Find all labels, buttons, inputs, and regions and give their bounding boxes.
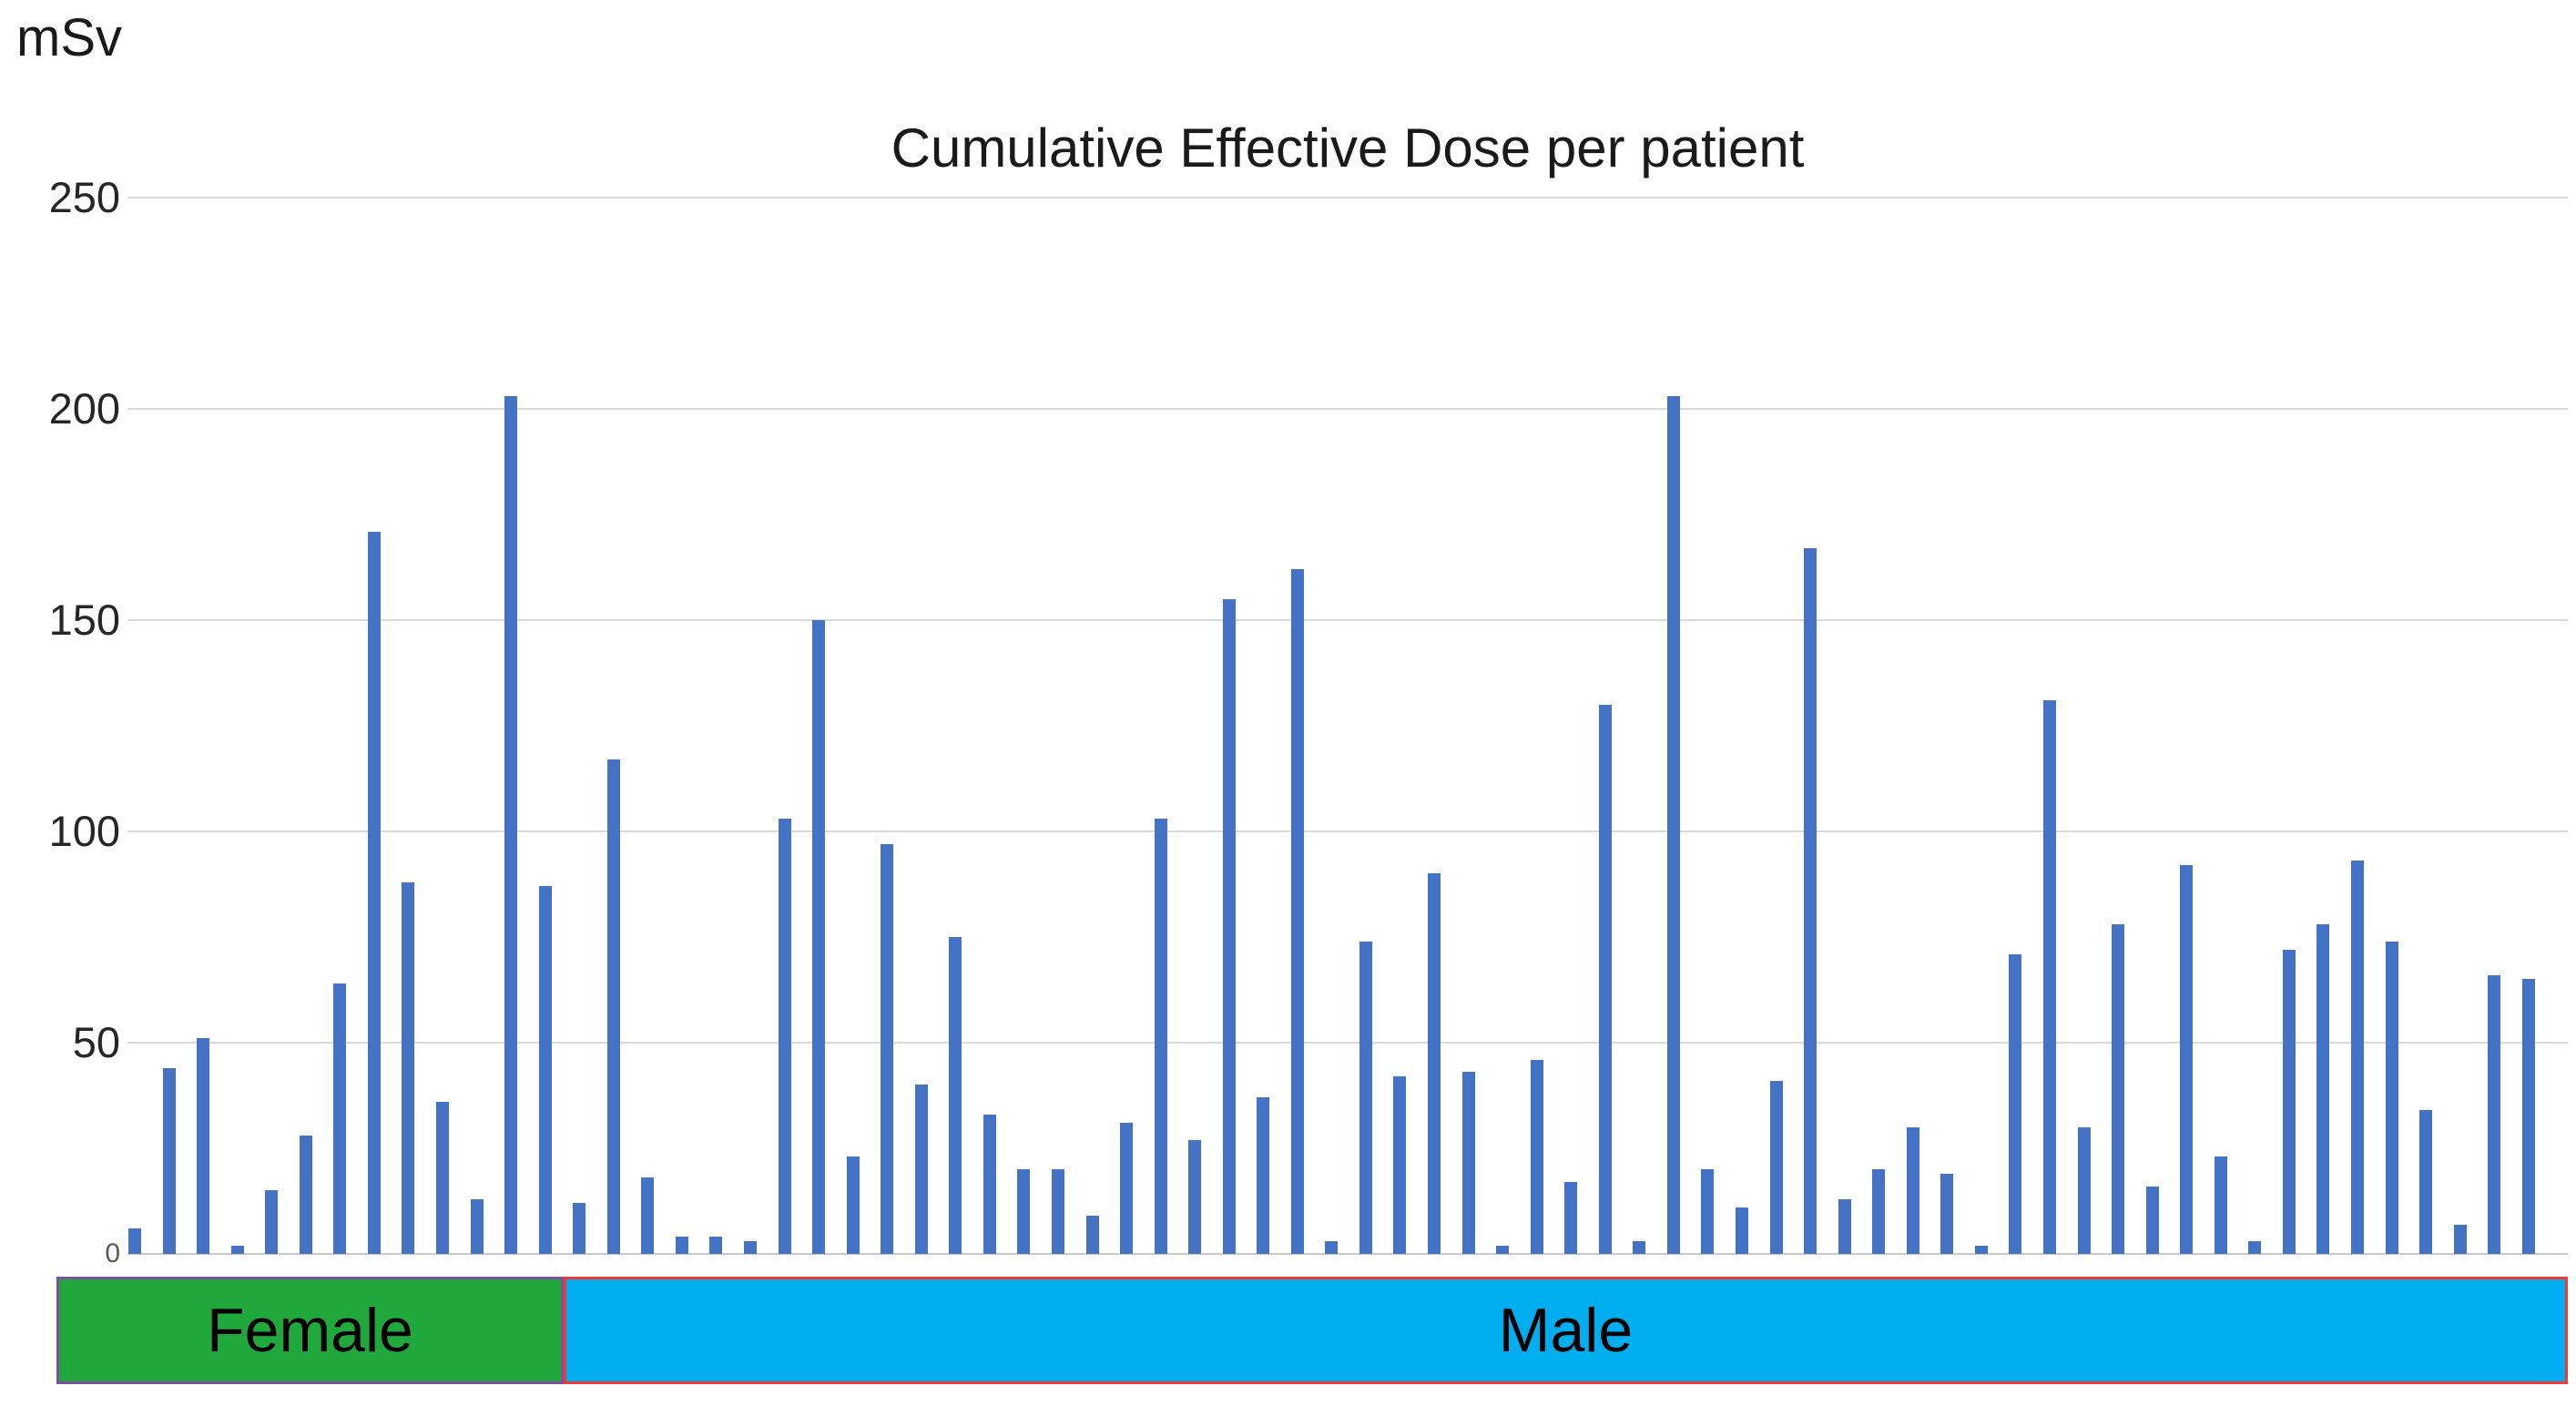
bar-8 <box>367 531 381 1254</box>
bar-10 <box>435 1101 449 1254</box>
bar-52 <box>1872 1169 1886 1254</box>
bar-36 <box>1325 1241 1339 1254</box>
female-band-label: Female <box>207 1296 413 1365</box>
bar-2 <box>162 1067 176 1254</box>
bar-53 <box>1906 1126 1919 1254</box>
y-axis-unit-label: mSv <box>16 8 122 67</box>
bar-64 <box>2282 949 2296 1254</box>
bar-61 <box>2180 865 2194 1254</box>
bar-40 <box>1461 1072 1475 1254</box>
bar-28 <box>1051 1169 1064 1254</box>
bar-17 <box>675 1237 688 1254</box>
y-tick-label-250: 250 <box>48 173 120 221</box>
gridline-250 <box>127 197 2568 199</box>
y-tick-label-50: 50 <box>72 1018 120 1066</box>
gridline-100 <box>127 830 2568 832</box>
gridline-200 <box>127 408 2568 410</box>
bar-34 <box>1257 1097 1270 1254</box>
bar-42 <box>1530 1059 1543 1254</box>
bar-1 <box>128 1228 141 1254</box>
bar-20 <box>778 819 791 1254</box>
bar-5 <box>265 1190 279 1254</box>
bar-24 <box>914 1085 928 1254</box>
bar-18 <box>709 1237 723 1254</box>
bar-11 <box>470 1198 484 1254</box>
bar-60 <box>2145 1186 2159 1254</box>
bar-41 <box>1496 1245 1510 1254</box>
bar-47 <box>1701 1169 1715 1254</box>
bar-55 <box>1974 1245 1988 1254</box>
bar-14 <box>573 1203 586 1254</box>
bar-31 <box>1154 819 1167 1254</box>
bar-26 <box>983 1114 996 1254</box>
gridline-150 <box>127 619 2568 621</box>
bar-46 <box>1666 396 1680 1254</box>
bar-67 <box>2385 941 2398 1254</box>
bar-12 <box>504 396 518 1254</box>
bar-62 <box>2214 1156 2227 1254</box>
bar-22 <box>846 1156 860 1254</box>
bar-43 <box>1564 1182 1578 1254</box>
bar-21 <box>812 620 826 1254</box>
male-category-band: Male <box>564 1277 2568 1384</box>
bar-49 <box>1769 1080 1783 1254</box>
bar-25 <box>949 937 962 1254</box>
gridline-50 <box>127 1042 2568 1044</box>
bar-16 <box>641 1177 655 1254</box>
bar-29 <box>1085 1216 1099 1254</box>
bar-33 <box>1222 598 1236 1254</box>
male-band-label: Male <box>1498 1296 1634 1365</box>
bar-50 <box>1804 548 1817 1254</box>
bar-69 <box>2453 1224 2467 1254</box>
bar-68 <box>2419 1110 2433 1254</box>
bar-23 <box>881 843 894 1254</box>
bar-35 <box>1290 569 1304 1254</box>
bar-71 <box>2521 979 2535 1254</box>
bar-59 <box>2112 924 2125 1254</box>
y-tick-label-0: 0 <box>105 1238 120 1268</box>
bar-51 <box>1838 1198 1851 1254</box>
bar-65 <box>2316 924 2330 1254</box>
bar-37 <box>1359 941 1372 1254</box>
bar-4 <box>230 1245 244 1254</box>
y-tick-label-150: 150 <box>48 596 120 644</box>
bar-56 <box>2009 953 2022 1254</box>
chart-title: Cumulative Effective Dose per patient <box>891 117 1805 178</box>
bar-45 <box>1633 1241 1646 1254</box>
gridline-0 <box>127 1253 2568 1255</box>
y-tick-label-100: 100 <box>48 807 120 855</box>
bar-44 <box>1598 704 1612 1254</box>
y-tick-label-200: 200 <box>48 384 120 433</box>
female-category-band: Female <box>56 1277 564 1384</box>
bar-57 <box>2043 700 2057 1254</box>
bar-39 <box>1428 873 1441 1254</box>
bar-9 <box>402 881 415 1254</box>
bar-32 <box>1188 1139 1202 1254</box>
bar-66 <box>2351 861 2364 1254</box>
bar-70 <box>2488 974 2501 1254</box>
bar-13 <box>538 886 552 1254</box>
bar-63 <box>2248 1241 2262 1254</box>
bar-27 <box>1017 1169 1031 1254</box>
bar-3 <box>197 1038 210 1254</box>
bar-54 <box>1940 1173 1954 1254</box>
bar-19 <box>743 1241 757 1254</box>
bar-30 <box>1120 1123 1134 1254</box>
bar-7 <box>333 983 347 1254</box>
bar-48 <box>1736 1207 1749 1254</box>
bar-38 <box>1393 1076 1407 1254</box>
bar-15 <box>606 759 620 1254</box>
bar-6 <box>299 1136 312 1254</box>
bar-58 <box>2077 1126 2091 1254</box>
